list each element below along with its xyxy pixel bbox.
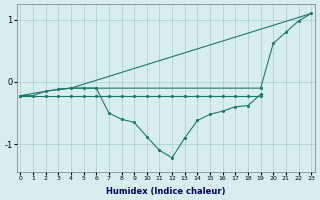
X-axis label: Humidex (Indice chaleur): Humidex (Indice chaleur)	[106, 187, 226, 196]
